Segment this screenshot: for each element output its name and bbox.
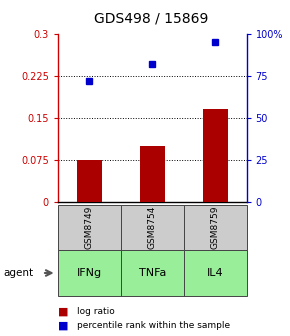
- Text: agent: agent: [3, 268, 33, 278]
- Text: GSM8754: GSM8754: [148, 206, 157, 249]
- Bar: [202, 109, 228, 202]
- Text: IFNg: IFNg: [77, 268, 102, 278]
- Bar: [140, 145, 165, 202]
- Bar: [77, 160, 102, 202]
- Text: TNFa: TNFa: [139, 268, 166, 278]
- Text: GDS498 / 15869: GDS498 / 15869: [94, 12, 208, 26]
- Text: GSM8759: GSM8759: [211, 206, 220, 249]
- Text: percentile rank within the sample: percentile rank within the sample: [77, 322, 230, 330]
- Text: IL4: IL4: [207, 268, 223, 278]
- Text: ■: ■: [58, 321, 68, 331]
- Text: ■: ■: [58, 307, 68, 317]
- Text: log ratio: log ratio: [77, 307, 115, 316]
- Text: GSM8749: GSM8749: [85, 206, 94, 249]
